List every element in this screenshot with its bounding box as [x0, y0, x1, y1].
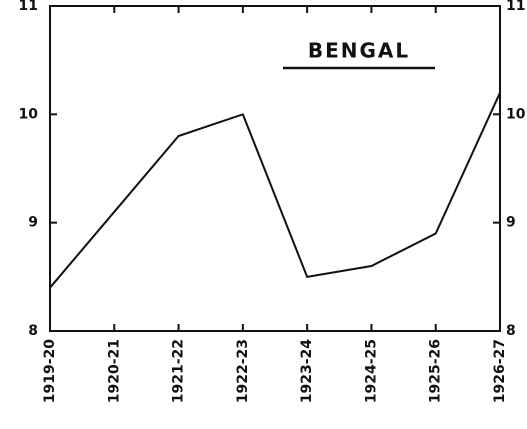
y-tick-label: 9 [28, 215, 38, 231]
x-tick-label: 1919-20 [42, 339, 58, 404]
y2-tick-label: 11 [506, 0, 525, 14]
plot-frame [49, 5, 501, 332]
x-tick-label: 1924-25 [363, 339, 379, 403]
y2-tick-label: 8 [506, 323, 516, 339]
data-line [49, 92, 501, 289]
y2-tick-label: 9 [506, 215, 516, 231]
x-tick-label: 1921-22 [171, 339, 187, 403]
chart-title: BENGAL [308, 39, 410, 63]
y-tick-label: 10 [19, 106, 39, 122]
x-tick-label: 1920-21 [106, 339, 122, 403]
x-tick-label: 1926-27 [492, 339, 508, 403]
x-tick-label: 1923-24 [299, 339, 315, 404]
y-tick-label: 11 [19, 0, 38, 14]
y2-tick-label: 10 [506, 106, 526, 122]
y-tick-label: 8 [28, 323, 38, 339]
x-tick-label: 1925-26 [428, 339, 444, 403]
x-tick-label: 1922-23 [235, 339, 251, 403]
